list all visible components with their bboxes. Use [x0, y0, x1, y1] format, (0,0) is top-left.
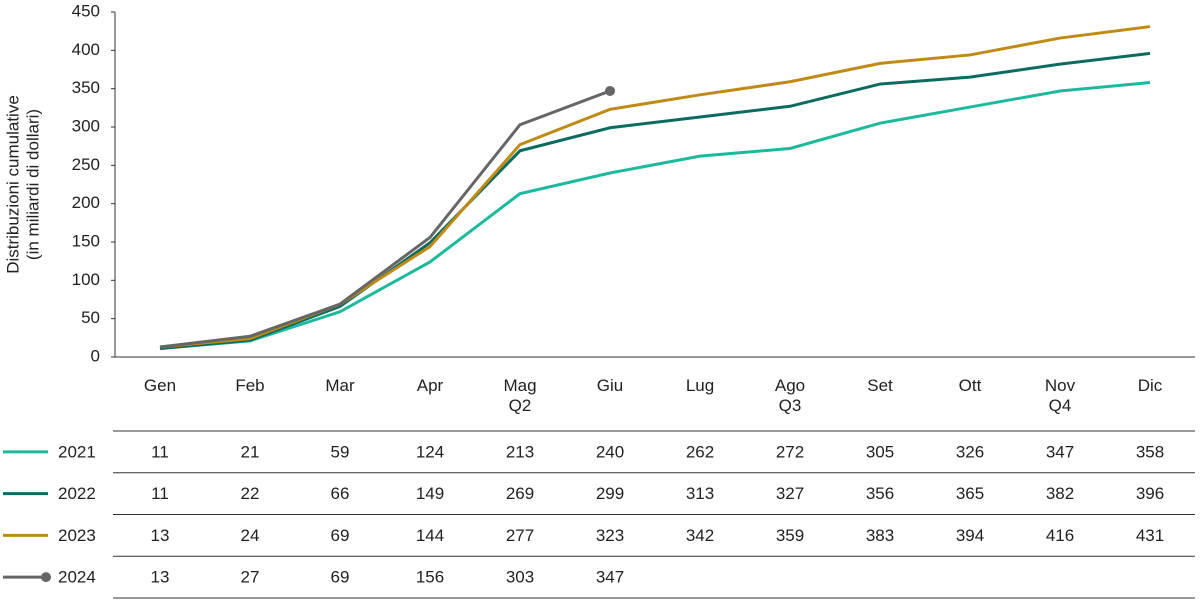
legend-label: 2022: [58, 484, 96, 503]
y-tick-label: 450: [72, 1, 100, 20]
table-cell: 13: [151, 526, 170, 545]
table-cell: 277: [506, 526, 534, 545]
y-tick-label: 300: [72, 116, 100, 135]
table-cell: 382: [1046, 484, 1074, 503]
table-cell: 416: [1046, 526, 1074, 545]
table-cell: 327: [776, 484, 804, 503]
series-line: [159, 89, 611, 349]
table-cell: 156: [416, 568, 444, 587]
y-axis-label: Distribuzioni cumulative: [3, 95, 22, 274]
table-cell: 342: [686, 526, 714, 545]
y-tick-label: 400: [72, 40, 100, 59]
table-cell: 269: [506, 484, 534, 503]
y-tick-label: 350: [72, 78, 100, 97]
table-cell: 359: [776, 526, 804, 545]
table-cell: 13: [151, 568, 170, 587]
table-cell: 323: [596, 526, 624, 545]
table-cell: 347: [1046, 442, 1074, 461]
table-cell: 11: [151, 442, 169, 461]
x-tick-label: Gen: [143, 376, 177, 395]
table-cell: 144: [416, 526, 444, 545]
y-tick-label: 100: [72, 270, 100, 289]
table-cell: 365: [956, 484, 984, 503]
x-tick-label: Apr: [416, 376, 444, 395]
x-tick-label: Nov Q4: [1044, 376, 1076, 415]
table-cell: 69: [331, 568, 350, 587]
table-cell: 303: [506, 568, 534, 587]
legend-label: 2023: [58, 526, 96, 545]
x-tick-label: Lug: [685, 376, 715, 395]
table-cell: 358: [1136, 442, 1164, 461]
table-cell: 347: [596, 568, 624, 587]
legend-label: 2024: [58, 568, 96, 587]
y-axis-label: (in miliardi di dollari): [23, 109, 42, 260]
x-tick-label: Feb: [235, 376, 265, 395]
x-tick-label: Ago Q3: [774, 376, 806, 415]
table-cell: 22: [241, 484, 260, 503]
x-tick-label: Mar: [325, 376, 355, 395]
y-tick-label: 0: [91, 346, 100, 365]
y-tick-label: 200: [72, 193, 100, 212]
table-cell: 326: [956, 442, 984, 461]
table-cell: 21: [241, 442, 260, 461]
table-cell: 299: [596, 484, 624, 503]
table-cell: 431: [1136, 526, 1164, 545]
series-line: [159, 81, 1151, 351]
end-marker: [605, 85, 615, 96]
table-cell: 396: [1136, 484, 1164, 503]
legend-marker: [41, 572, 51, 583]
y-tick-label: 150: [72, 231, 100, 250]
series-line: [159, 51, 1151, 351]
table-cell: 213: [506, 442, 534, 461]
y-tick-label: 250: [72, 155, 100, 174]
table-cell: 262: [686, 442, 714, 461]
table-cell: 149: [416, 484, 444, 503]
table-cell: 313: [686, 484, 714, 503]
table-cell: 383: [866, 526, 894, 545]
x-tick-label: Dic: [1137, 376, 1163, 395]
x-tick-label: Giu: [596, 376, 624, 395]
table-cell: 240: [596, 442, 624, 461]
table-cell: 66: [331, 484, 350, 503]
legend-label: 2021: [58, 442, 96, 461]
table-cell: 69: [331, 526, 350, 545]
table-cell: 11: [151, 484, 169, 503]
table-cell: 394: [956, 526, 984, 545]
table-cell: 272: [776, 442, 804, 461]
x-tick-label: Mag Q2: [503, 376, 537, 415]
x-tick-label: Set: [867, 376, 893, 395]
y-tick-label: 50: [81, 308, 100, 327]
table-cell: 124: [416, 442, 444, 461]
series-line: [159, 25, 1151, 349]
table-cell: 59: [331, 442, 350, 461]
table-cell: 305: [866, 442, 894, 461]
table-cell: 356: [866, 484, 894, 503]
x-tick-label: Ott: [958, 376, 982, 395]
table-cell: 27: [241, 568, 260, 587]
table-cell: 24: [241, 526, 260, 545]
